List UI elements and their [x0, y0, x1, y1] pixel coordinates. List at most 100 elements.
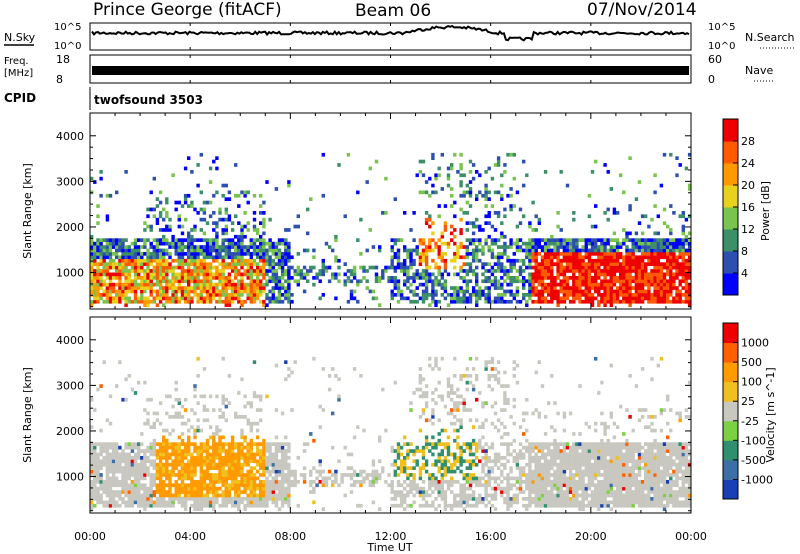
- range-gate-cell: [165, 252, 169, 256]
- range-gate-cell: [612, 289, 617, 294]
- range-gate-cell: [287, 486, 291, 491]
- range-gate-cell: [221, 262, 225, 266]
- range-gate-cell: [299, 269, 304, 273]
- range-gate-cell: [93, 245, 97, 249]
- range-gate-cell: [133, 286, 138, 290]
- range-gate-cell: [280, 252, 285, 256]
- range-gate-cell: [368, 473, 372, 477]
- range-gate-cell: [547, 252, 551, 256]
- range-gate-cell: [183, 238, 188, 242]
- range-gate-cell: [183, 166, 188, 171]
- range-gate-cell: [93, 483, 97, 488]
- range-gate-cell: [243, 299, 247, 304]
- range-gate-cell: [202, 262, 207, 266]
- range-gate-cell: [105, 245, 110, 249]
- range-gate-cell: [162, 438, 166, 443]
- range-gate-cell: [446, 452, 451, 457]
- range-gate-cell: [594, 265, 598, 270]
- range-gate-cell: [503, 497, 507, 501]
- range-gate-cell: [90, 493, 94, 498]
- range-gate-cell: [205, 449, 210, 453]
- range-gate-cell: [115, 476, 119, 481]
- range-gate-cell: [115, 480, 119, 484]
- range-gate-cell: [180, 476, 185, 481]
- range-gate-cell: [453, 391, 457, 395]
- range-gate-cell: [208, 241, 213, 246]
- range-gate-cell: [90, 480, 94, 484]
- range-gate-cell: [177, 299, 181, 304]
- range-gate-cell: [221, 445, 225, 450]
- range-gate-cell: [443, 503, 448, 508]
- range-gate-cell: [490, 224, 495, 229]
- range-gate-cell: [180, 245, 185, 249]
- range-gate-cell: [490, 486, 495, 491]
- range-gate-cell: [465, 500, 469, 505]
- range-gate-cell: [515, 245, 520, 249]
- range-gate-cell: [202, 276, 207, 280]
- range-gate-cell: [193, 238, 197, 242]
- range-gate-cell: [215, 289, 219, 294]
- range-gate-cell: [403, 248, 407, 253]
- range-gate-cell: [562, 293, 567, 297]
- range-gate-cell: [434, 356, 438, 361]
- range-gate-cell: [149, 282, 153, 287]
- range-gate-cell: [146, 299, 150, 304]
- range-gate-cell: [255, 452, 260, 457]
- range-gate-cell: [428, 503, 432, 508]
- range-gate-cell: [133, 276, 138, 280]
- range-gate-cell: [118, 293, 122, 297]
- range-gate-cell: [543, 245, 548, 249]
- range-gate-cell: [180, 503, 185, 508]
- range-gate-cell: [440, 394, 444, 399]
- range-gate-cell: [168, 296, 172, 301]
- range-gate-cell: [412, 483, 416, 488]
- range-gate-cell: [237, 480, 241, 484]
- range-gate-cell: [102, 238, 106, 242]
- range-gate-cell: [484, 418, 488, 423]
- range-gate-cell: [597, 245, 601, 249]
- range-gate-cell: [111, 286, 116, 290]
- range-gate-cell: [143, 296, 147, 301]
- range-gate-cell: [572, 276, 576, 280]
- range-gate-cell: [672, 241, 676, 246]
- range-gate-cell: [431, 442, 435, 446]
- range-gate-cell: [534, 276, 538, 280]
- range-gate-cell: [622, 258, 626, 263]
- range-gate-cell: [171, 173, 175, 178]
- range-gate-cell: [581, 293, 585, 297]
- range-gate-cell: [534, 269, 538, 273]
- range-gate-cell: [540, 276, 545, 280]
- range-gate-cell: [171, 500, 175, 505]
- range-gate-cell: [578, 293, 582, 297]
- range-gate-cell: [462, 190, 466, 195]
- range-gate-cell: [240, 469, 244, 474]
- range-gate-cell: [133, 452, 138, 457]
- range-gate-cell: [409, 401, 413, 405]
- range-gate-cell: [306, 248, 310, 253]
- range-gate-cell: [506, 449, 510, 453]
- range-gate-cell: [412, 293, 416, 297]
- range-gate-cell: [212, 245, 216, 249]
- range-gate-cell: [528, 248, 532, 253]
- range-gate-cell: [249, 445, 253, 450]
- range-gate-cell: [252, 286, 257, 290]
- range-gate-cell: [484, 493, 488, 498]
- range-gate-cell: [653, 204, 657, 208]
- range-gate-cell: [265, 394, 269, 399]
- range-gate-cell: [108, 469, 113, 474]
- range-gate-cell: [478, 497, 482, 501]
- range-gate-cell: [493, 493, 498, 498]
- range-gate-cell: [240, 245, 244, 249]
- range-gate-cell: [246, 248, 250, 253]
- range-gate-cell: [666, 241, 670, 246]
- range-gate-cell: [183, 503, 188, 508]
- range-gate-cell: [246, 262, 250, 266]
- range-gate-cell: [356, 238, 360, 242]
- range-gate-cell: [158, 252, 163, 256]
- range-gate-cell: [362, 428, 366, 433]
- range-gate-cell: [202, 476, 207, 481]
- range-gate-cell: [543, 272, 548, 277]
- range-gate-cell: [534, 228, 538, 232]
- range-gate-cell: [352, 269, 357, 273]
